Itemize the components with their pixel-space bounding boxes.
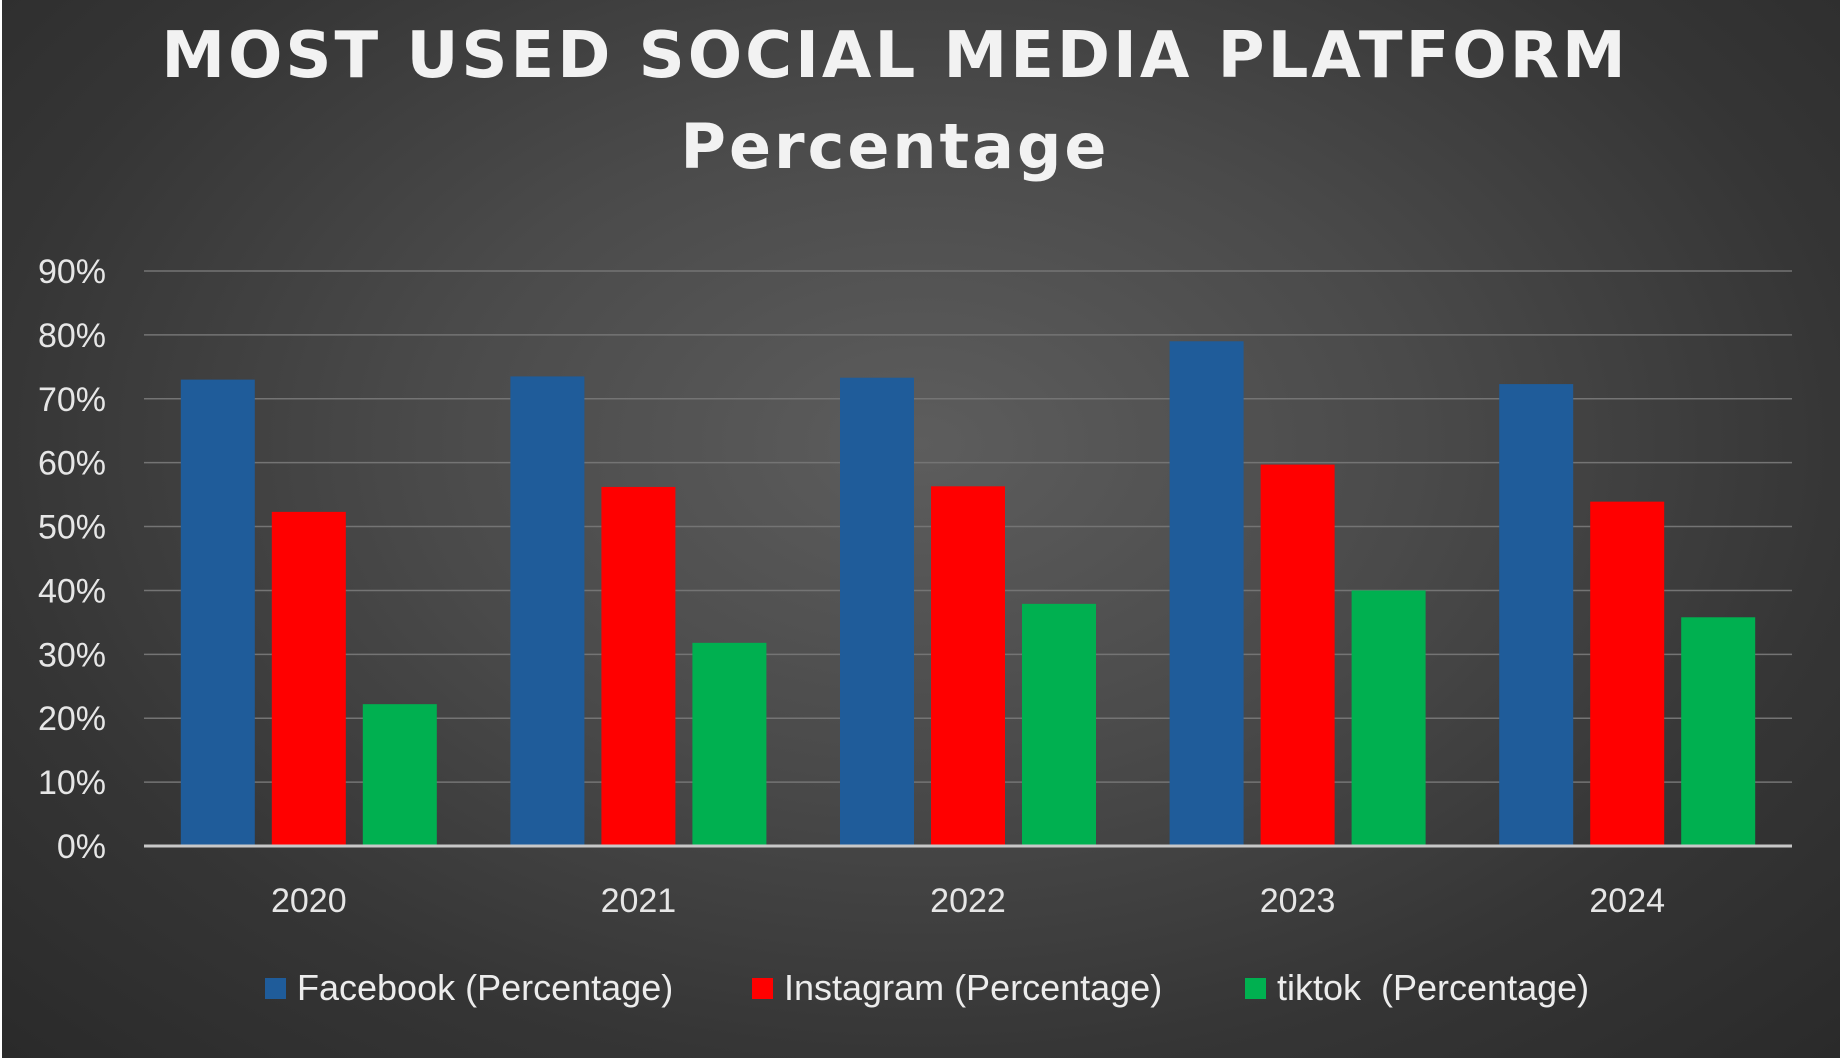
chart-title: MOST USED SOCIAL MEDIA PLATFORM bbox=[161, 19, 1628, 93]
bar-2023-series-1 bbox=[1260, 464, 1335, 846]
legend-label-2: tiktok (Percentage) bbox=[1277, 967, 1589, 1008]
y-tick-label-30: 30% bbox=[38, 636, 106, 674]
x-tick-label-2021: 2021 bbox=[601, 882, 677, 920]
bar-2020-series-0 bbox=[180, 379, 255, 846]
y-tick-label-0: 0% bbox=[57, 828, 106, 866]
bar-2023-series-2 bbox=[1351, 590, 1426, 846]
bar-2021-series-1 bbox=[601, 486, 676, 846]
x-tick-label-2020: 2020 bbox=[271, 882, 347, 920]
y-tick-label-60: 60% bbox=[38, 445, 106, 483]
legend: Facebook (Percentage) Instagram (Percenta… bbox=[265, 967, 1589, 1008]
bar-2021-series-2 bbox=[692, 642, 767, 846]
legend-swatch-2 bbox=[1245, 978, 1266, 999]
y-tick-label-20: 20% bbox=[38, 700, 106, 738]
y-tick-label-90: 90% bbox=[38, 253, 106, 291]
x-tick-label-2022: 2022 bbox=[930, 882, 1006, 920]
legend-swatch-0 bbox=[265, 978, 286, 999]
bar-2022-series-2 bbox=[1022, 603, 1096, 846]
bar-2022-series-1 bbox=[931, 486, 1005, 846]
y-tick-label-80: 80% bbox=[38, 317, 106, 355]
legend-swatch-1 bbox=[752, 978, 773, 999]
bar-2023-series-0 bbox=[1169, 341, 1244, 846]
x-tick-label-2024: 2024 bbox=[1589, 882, 1665, 920]
bar-2020-series-1 bbox=[271, 511, 346, 846]
bar-2022-series-0 bbox=[840, 377, 914, 846]
bar-2024-series-2 bbox=[1681, 617, 1756, 846]
bar-2024-series-0 bbox=[1499, 384, 1574, 846]
y-tick-label-40: 40% bbox=[38, 572, 106, 610]
x-axis-tick-labels: 2020 2021 2022 2023 2024 bbox=[271, 882, 1665, 920]
bar-2021-series-0 bbox=[510, 376, 585, 846]
bar-2020-series-2 bbox=[362, 704, 437, 846]
chart-subtitle: Percentage bbox=[681, 110, 1110, 183]
y-axis-tick-labels: 0% 10% 20% 30% 40% 50% 60% 70% 80% 90% bbox=[38, 253, 106, 866]
x-tick-label-2023: 2023 bbox=[1260, 882, 1336, 920]
bars bbox=[180, 341, 1756, 846]
bar-2024-series-1 bbox=[1590, 501, 1665, 846]
legend-label-0: Facebook (Percentage) bbox=[297, 967, 673, 1008]
y-tick-label-10: 10% bbox=[38, 764, 106, 802]
legend-label-1: Instagram (Percentage) bbox=[784, 967, 1162, 1008]
y-tick-label-50: 50% bbox=[38, 509, 106, 547]
y-tick-label-70: 70% bbox=[38, 381, 106, 419]
